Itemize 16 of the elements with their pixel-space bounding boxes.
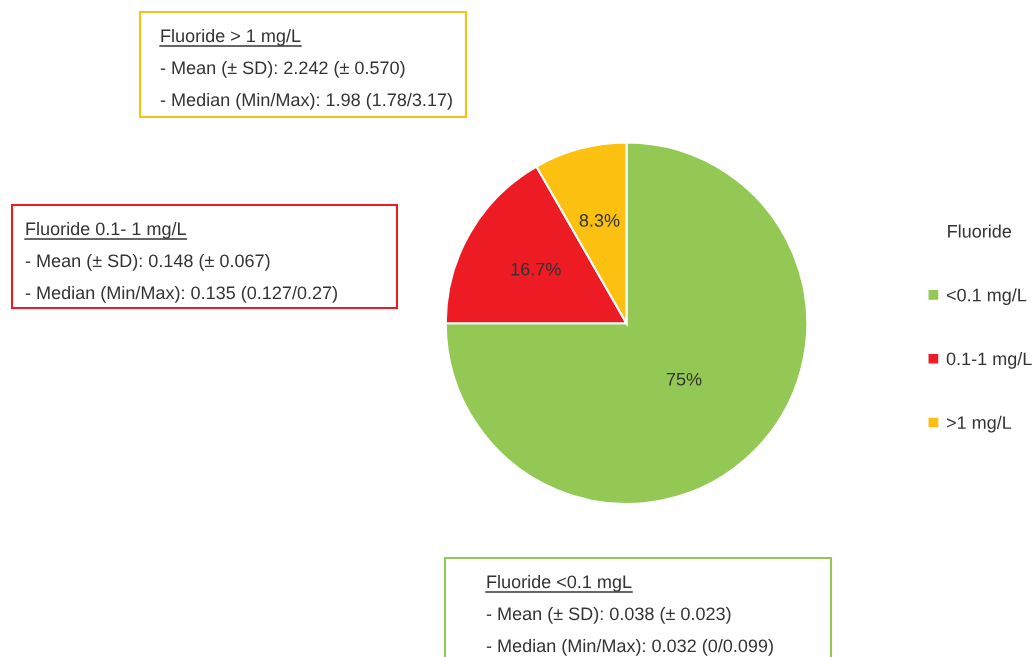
legend-title: Fluoride — [948, 224, 1012, 238]
data-label: 8.3% — [579, 214, 620, 227]
text: Fluoride <0.1 mgL — [487, 574, 632, 592]
data-label: 75% — [666, 372, 702, 386]
text: - Median (Min/Max): 1.98 (1.78/3.17) — [160, 92, 452, 110]
text: - Median (Min/Max): 0.135 (0.127/0.27) — [25, 285, 337, 303]
legend-label: <0.1 mg/L — [946, 288, 1027, 306]
legend-label: >1 mg/L — [946, 415, 1012, 433]
text: - Mean (± SD): 0.038 (± 0.023) — [486, 606, 731, 624]
text: - Mean (± SD): 0.148 (± 0.067) — [25, 253, 270, 271]
legend-label: 0.1-1 mg/L — [946, 351, 1032, 369]
text: - Mean (± SD): 2.242 (± 0.570) — [160, 60, 405, 78]
data-label: 16.7% — [511, 262, 561, 276]
text: - Median (Min/Max): 0.032 (0/0.099) — [486, 638, 773, 656]
text: Fluoride > 1 mg/L — [161, 28, 301, 46]
text: Fluoride 0.1- 1 mg/L — [26, 221, 186, 239]
